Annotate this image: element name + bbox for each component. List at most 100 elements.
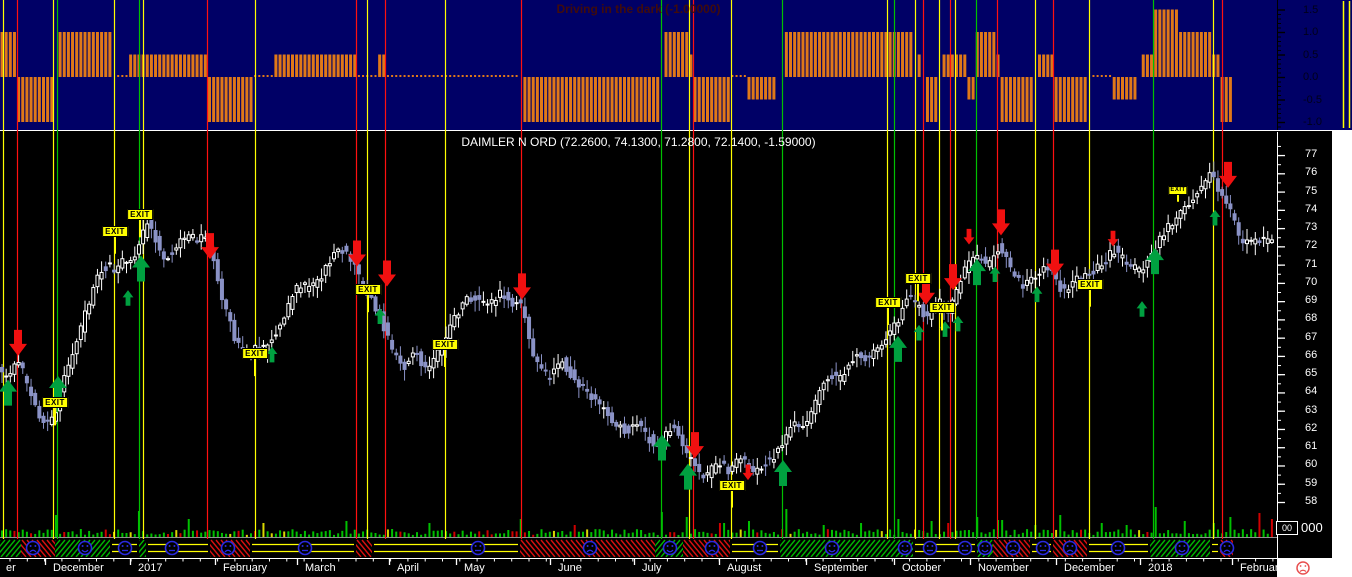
indicator-bar (1129, 77, 1133, 100)
volume-bar (1129, 529, 1132, 537)
volume-bar (191, 530, 194, 537)
face-mouth (708, 549, 716, 553)
candle-body (385, 322, 390, 336)
volume-bar (1001, 520, 1004, 537)
candle-body (975, 254, 980, 260)
sad-face-eye (1304, 565, 1307, 567)
face-circle (470, 540, 486, 556)
sad-face-eye (1299, 565, 1302, 567)
ribbon-hatch-green (100, 544, 110, 557)
volume-bar (162, 532, 165, 537)
price-axis-label: 68 (1305, 312, 1318, 325)
volume-bar (1080, 529, 1082, 537)
indicator-bar (87, 32, 91, 77)
ribbon-hatch-green (1155, 539, 1171, 557)
candle-body (796, 424, 801, 428)
ribbon-hatch-green (780, 539, 786, 548)
face-eye (666, 545, 669, 547)
candle-body (448, 324, 453, 339)
volume-bar (494, 533, 497, 537)
indicator-bar (42, 77, 45, 122)
face-eye (671, 545, 674, 547)
volume-bar (287, 531, 290, 537)
indicator-bar (548, 77, 552, 122)
indicator-bar (859, 32, 863, 77)
volume-bar (312, 531, 315, 537)
month-label: May (464, 562, 485, 574)
indicator-dot (403, 75, 406, 77)
indicator-bar (647, 77, 651, 122)
volume-bar (21, 529, 24, 537)
volume-bar (1021, 532, 1024, 537)
candle-body (1249, 239, 1254, 242)
volume-bar (889, 529, 892, 537)
face-eye (761, 545, 764, 547)
indicator-bar (876, 32, 880, 77)
volume-bar (1013, 529, 1016, 537)
face-mouth (828, 549, 836, 553)
volume-bar (1117, 529, 1120, 537)
indicator-bar (199, 54, 203, 77)
ribbon-hatch-green (810, 539, 826, 557)
indicator-bar (1204, 32, 1207, 77)
volume-bar (1187, 533, 1190, 537)
ribbon-hatch-green (860, 539, 876, 557)
volume-bar (237, 530, 240, 537)
face-circle (977, 540, 993, 556)
indicator-axis-label: 1.0 (1303, 26, 1319, 38)
candle-body (1099, 265, 1104, 270)
candle-body (398, 355, 403, 364)
price-axis-label: 59 (1305, 476, 1318, 489)
volume-bar (1200, 534, 1203, 537)
exit-flag-label: EXIT (719, 479, 745, 491)
indicator-bar (722, 77, 726, 122)
face-circle (922, 540, 938, 556)
buy-arrow-icon (889, 335, 907, 362)
face-eye (1228, 545, 1231, 547)
candle-body (888, 330, 893, 336)
face-circle (77, 540, 93, 556)
candle-body (647, 436, 652, 444)
indicator-bar (104, 32, 108, 77)
indicator-dot (453, 75, 456, 77)
sell-arrow-icon (513, 273, 531, 300)
face-eye (1044, 545, 1047, 547)
indicator-bar (0, 32, 4, 77)
candle-body (1253, 238, 1258, 245)
candle-body (1232, 213, 1237, 221)
candle-body (585, 388, 590, 392)
volume-bar (1254, 532, 1257, 537)
volume-bar (577, 531, 580, 537)
indicator-bar (158, 54, 162, 77)
volume-bar (1233, 529, 1236, 537)
ribbon-face-smile (297, 540, 313, 556)
candle-body (651, 434, 656, 447)
expert-ribbon (0, 539, 1235, 557)
face-eye (1039, 545, 1042, 547)
face-circle (164, 540, 180, 556)
volume-bar (216, 531, 219, 537)
indicator-dot (266, 75, 269, 77)
volume-bar (104, 529, 107, 537)
volume-bar (333, 534, 335, 537)
candle-body (547, 377, 552, 380)
indicator-bar (299, 54, 303, 77)
indicator-bar (58, 32, 62, 77)
volume-bar (1005, 530, 1008, 537)
indicator-bar (154, 54, 158, 77)
volume-bar (818, 534, 821, 537)
volume-bar (760, 530, 763, 537)
volume-bar (158, 534, 161, 537)
indicator-bar (643, 77, 647, 122)
volume-bar (656, 534, 659, 537)
candle-body (825, 379, 830, 382)
indicator-bar (905, 32, 909, 77)
ribbon-face-frown (220, 540, 236, 556)
indicator-bar (145, 54, 149, 77)
candle-body (564, 357, 569, 372)
candle-body (12, 363, 17, 375)
volume-bar (1096, 531, 1099, 537)
volume-bar (992, 529, 995, 537)
indicator-bar (610, 77, 614, 122)
